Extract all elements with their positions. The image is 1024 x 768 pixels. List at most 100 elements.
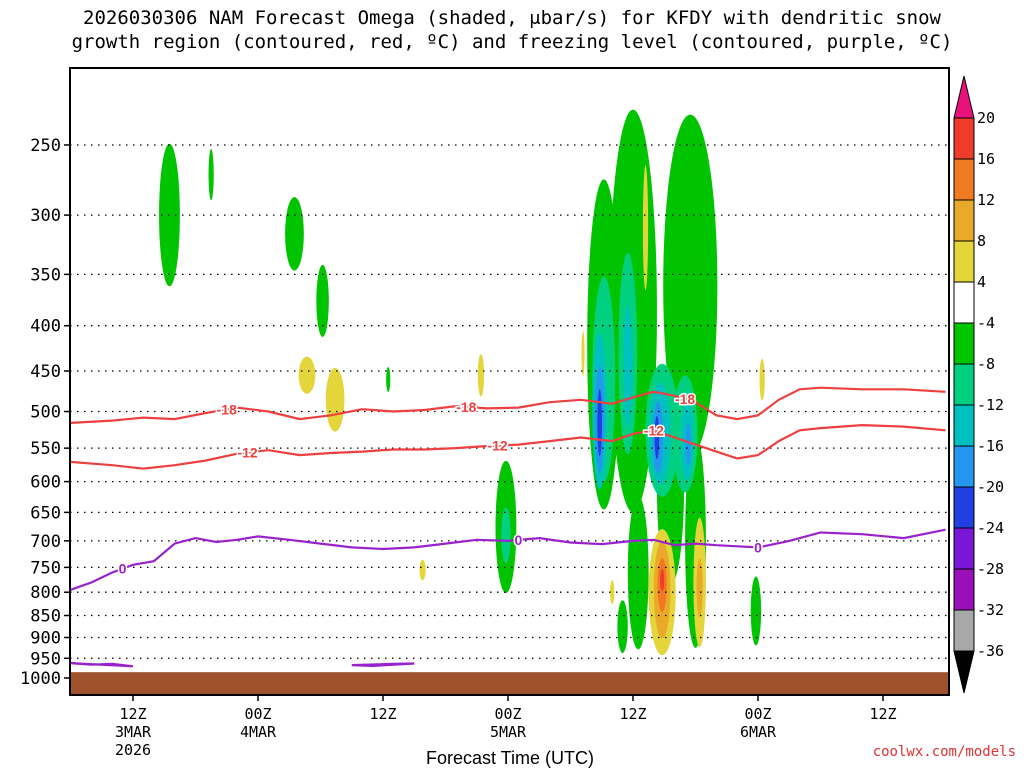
- omega-blob-1: [208, 148, 214, 201]
- colorbar-label-11: -28: [977, 560, 1004, 578]
- y-tick-label-550: 550: [30, 439, 61, 459]
- credit-text[interactable]: coolwx.com/models: [872, 744, 1016, 760]
- omega-blob-37: [750, 576, 762, 646]
- colorbar-label-4: 4: [977, 273, 986, 291]
- contour-line--12: [70, 423, 946, 470]
- temperature-contours: -18 -18 -18 -12 -12 -12 0 0 0: [70, 386, 946, 668]
- colorbar-label-5: -4: [977, 314, 995, 332]
- x-tick-label-4-0: 12Z: [619, 705, 646, 723]
- omega-blob-22: [623, 305, 632, 428]
- colorbar-segment-10: [953, 527, 975, 570]
- omega-blob-9: [501, 507, 511, 564]
- y-tick-label-450: 450: [30, 362, 61, 382]
- omega-blob-30: [642, 165, 649, 291]
- omega-blob-36: [696, 558, 703, 617]
- colorbar-segment-9: [953, 486, 975, 529]
- y-tick-label-400: 400: [30, 317, 61, 337]
- y-tick-label-750: 750: [30, 558, 61, 578]
- colorbar-segment-11: [953, 568, 975, 611]
- colorbar-bottom-arrow: [953, 650, 975, 694]
- x-tick-label-1-0: 00Z: [244, 705, 271, 723]
- x-tick-label-0-0: 12Z: [119, 705, 146, 723]
- x-tick-label-6-0: 12Z: [869, 705, 896, 723]
- surface-freezing-contour-0: [70, 662, 134, 668]
- omega-blob-7: [477, 354, 485, 397]
- omega-blob-2: [285, 197, 304, 271]
- contour-label-1-2: -12: [644, 422, 664, 438]
- colorbar-segment-8: [953, 445, 975, 488]
- contour-label-0-1: -18: [456, 399, 476, 415]
- colorbar-top-arrow: [953, 75, 975, 119]
- contour-label-1-0: -12: [237, 445, 257, 461]
- y-tick-label-300: 300: [30, 206, 61, 226]
- y-tick-label-1000: 1000: [20, 669, 61, 689]
- plot-frame: [69, 67, 950, 696]
- omega-blob-5: [325, 368, 345, 432]
- omega-blob-34: [660, 569, 665, 591]
- contour-label-0-2: -18: [675, 391, 695, 407]
- colorbar-label-1: 16: [977, 150, 995, 168]
- omega-shading: [159, 109, 765, 656]
- colorbar-segment-7: [953, 404, 975, 447]
- ground-surface: [71, 672, 948, 695]
- colorbar-segment-0: [953, 117, 975, 160]
- omega-blob-39: [581, 331, 585, 376]
- y-axis: 2503003504004505005506006507007508008509…: [20, 136, 70, 689]
- x-tick-label-5-1: 6MAR: [740, 723, 777, 741]
- colorbar-label-9: -20: [977, 478, 1004, 496]
- colorbar-label-7: -12: [977, 396, 1004, 414]
- x-tick-label-5-0: 00Z: [744, 705, 771, 723]
- omega-blob-20: [597, 389, 602, 457]
- omega-blob-10: [419, 559, 426, 581]
- contour-label-1-1: -12: [487, 438, 507, 454]
- contour-label-2-0: 0: [119, 561, 127, 577]
- chart-title-line-1: 2026030306 NAM Forecast Omega (shaded, μ…: [83, 7, 941, 29]
- omega-blob-13: [663, 114, 718, 456]
- omega-blob-3: [316, 264, 329, 337]
- y-tick-label-250: 250: [30, 136, 61, 156]
- colorbar-label-13: -36: [977, 642, 1004, 660]
- x-axis-label: Forecast Time (UTC): [426, 748, 594, 768]
- colorbar-label-6: -8: [977, 355, 995, 373]
- omega-blob-4: [298, 356, 316, 394]
- y-tick-label-900: 900: [30, 628, 61, 648]
- surface-freezing-contour-1: [351, 662, 415, 668]
- omega-blob-6: [386, 366, 391, 392]
- omega-blob-16: [627, 495, 649, 650]
- y-tick-label-350: 350: [30, 265, 61, 285]
- x-tick-label-0-2: 2026: [115, 741, 151, 759]
- y-tick-label-700: 700: [30, 532, 61, 552]
- colorbar-segment-5: [953, 322, 975, 365]
- y-tick-label-800: 800: [30, 583, 61, 603]
- colorbar-segment-1: [953, 158, 975, 201]
- contour-label-2-1: 0: [515, 532, 523, 548]
- y-tick-label-500: 500: [30, 403, 61, 423]
- chart-title: 2026030306 NAM Forecast Omega (shaded, μ…: [0, 6, 1024, 54]
- contour-label-0-0: -18: [217, 401, 237, 417]
- colorbar-label-12: -32: [977, 601, 1004, 619]
- colorbar-label-3: 8: [977, 232, 986, 250]
- omega-blob-40: [617, 600, 628, 654]
- contour-label-2-2: 0: [754, 539, 762, 555]
- y-tick-label-950: 950: [30, 649, 61, 669]
- x-tick-label-2-0: 12Z: [369, 705, 396, 723]
- x-tick-label-0-1: 3MAR: [115, 723, 152, 741]
- colorbar-label-8: -16: [977, 437, 1004, 455]
- omega-blob-41: [610, 580, 615, 605]
- x-tick-label-3-1: 5MAR: [490, 723, 527, 741]
- x-tick-label-3-0: 00Z: [494, 705, 521, 723]
- colorbar-segment-6: [953, 363, 975, 406]
- omega-blob-38: [759, 358, 765, 401]
- colorbar: 20 16 12 8 4 -4 -8 -12 -16 -20 -24 -28 -32 -36: [953, 75, 1004, 694]
- omega-blob-29: [685, 423, 691, 466]
- y-tick-label-650: 650: [30, 503, 61, 523]
- colorbar-segment-2: [953, 199, 975, 242]
- colorbar-segment-4: [953, 281, 975, 324]
- x-tick-label-1-1: 4MAR: [240, 723, 277, 741]
- contour-line--18: [70, 386, 946, 424]
- y-tick-label-600: 600: [30, 473, 61, 493]
- colorbar-label-2: 12: [977, 191, 995, 209]
- chart-title-line-2: growth region (contoured, red, ºC) and f…: [71, 31, 953, 53]
